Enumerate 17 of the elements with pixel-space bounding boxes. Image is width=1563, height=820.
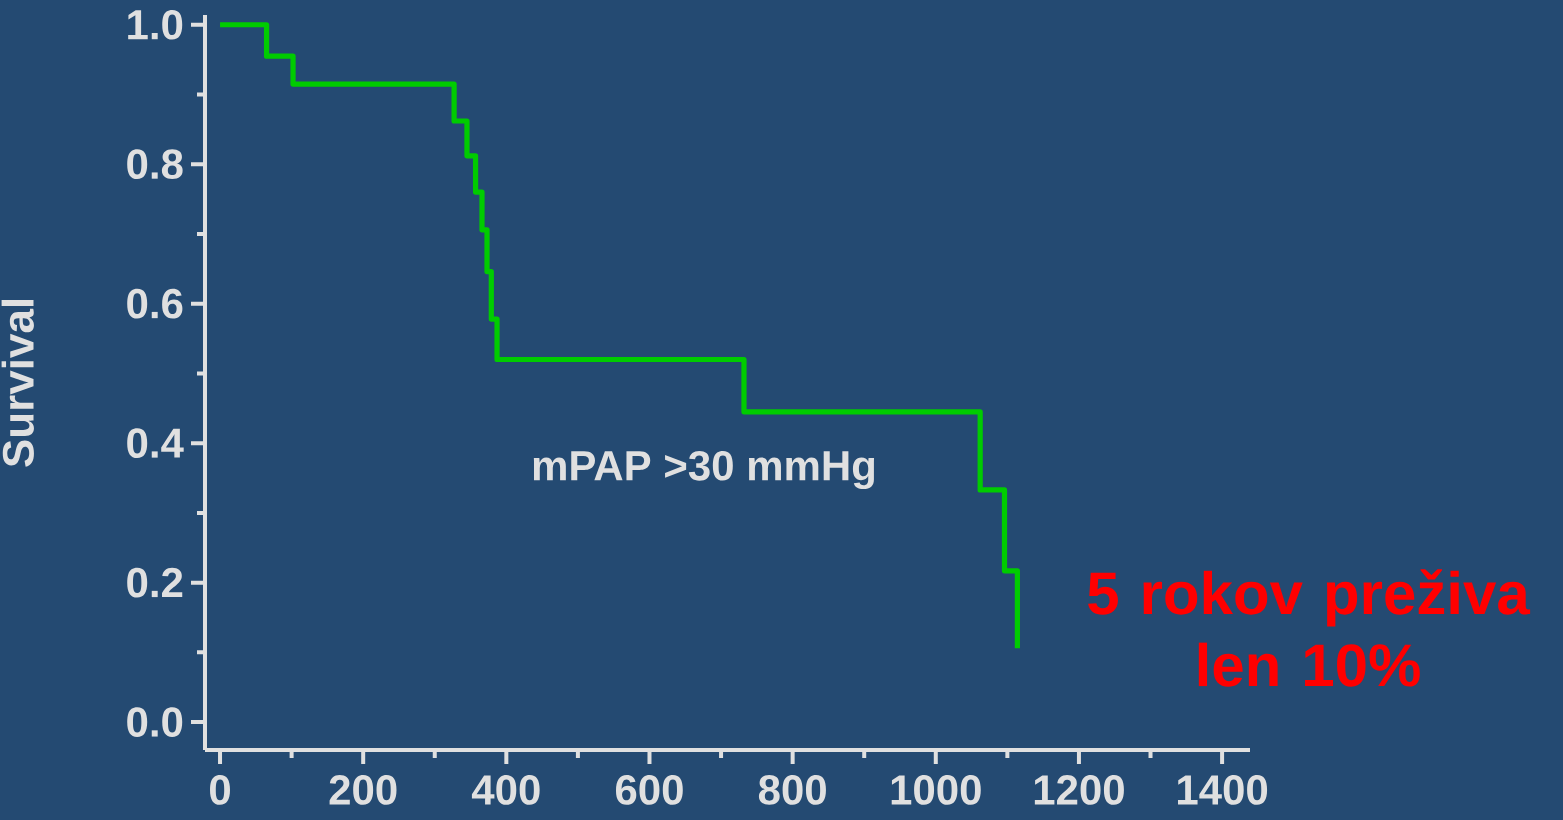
annotation: 5 rokov preživa len 10%	[1088, 569, 1531, 687]
annotation: mPAP >30 mmHg	[533, 450, 875, 490]
y-tick-label: 0.2	[127, 567, 183, 598]
y-tick-label: 0.0	[127, 707, 183, 737]
x-tick-label: 0	[210, 775, 230, 805]
x-tick-label: 1000	[891, 775, 981, 805]
x-tick-label: 400	[471, 775, 540, 805]
y-tick-label: 0.6	[127, 288, 183, 319]
y-tick-label: 0.4	[127, 428, 184, 459]
x-tick-label: 200	[329, 775, 397, 805]
y-tick-label: 0.8	[127, 149, 183, 180]
y-tick-label: 1.0	[128, 9, 183, 40]
x-tick-label: 1400	[1178, 775, 1268, 805]
x-tick-label: 600	[615, 775, 683, 805]
y-axis-title: Survival	[1, 300, 34, 467]
x-tick-label: 800	[758, 775, 826, 805]
x-tick-label: 1200	[1034, 775, 1124, 805]
